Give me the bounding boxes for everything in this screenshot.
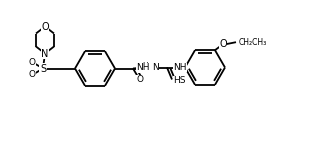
Text: O: O xyxy=(28,70,36,79)
Text: S: S xyxy=(40,63,46,74)
Text: O: O xyxy=(28,58,36,67)
Text: NH: NH xyxy=(137,64,151,73)
Text: NH: NH xyxy=(173,63,187,72)
Text: NH: NH xyxy=(136,63,150,72)
Text: O: O xyxy=(41,21,49,32)
Text: HS: HS xyxy=(173,76,185,85)
Text: O: O xyxy=(219,39,227,49)
Text: H: H xyxy=(142,62,148,71)
Text: N: N xyxy=(41,49,49,58)
Text: N: N xyxy=(151,63,158,72)
Text: CH₂CH₃: CH₂CH₃ xyxy=(239,38,267,47)
Text: O: O xyxy=(137,75,144,84)
